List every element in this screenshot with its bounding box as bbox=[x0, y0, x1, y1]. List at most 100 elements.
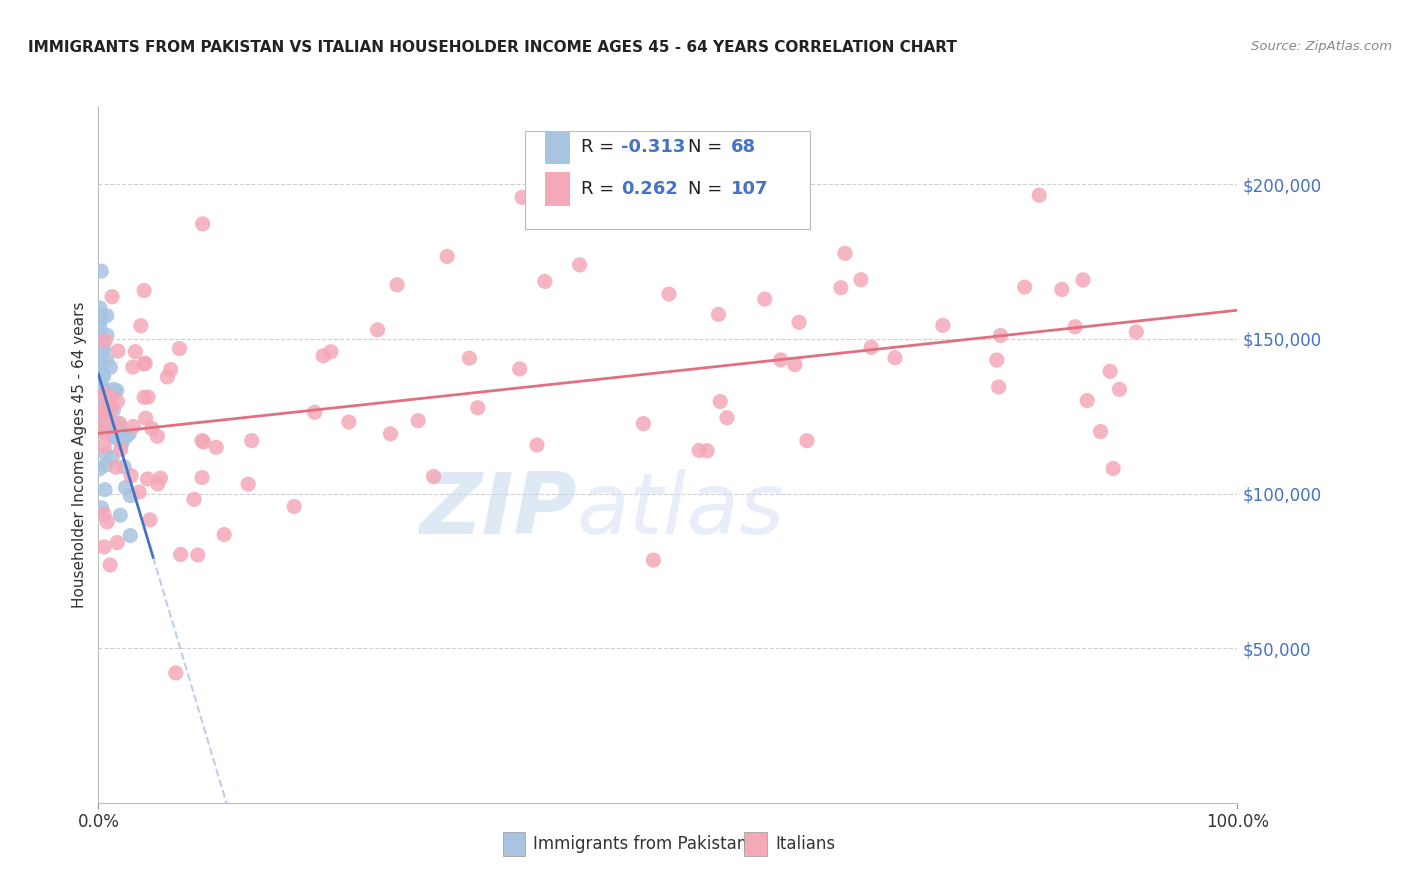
Point bbox=[987, 380, 1010, 394]
Point bbox=[796, 434, 818, 448]
Text: N =: N = bbox=[689, 180, 728, 198]
Point bbox=[91, 382, 114, 396]
Point bbox=[787, 315, 810, 329]
Text: ZIP: ZIP bbox=[419, 469, 576, 552]
Point bbox=[98, 414, 121, 428]
Point bbox=[89, 391, 111, 405]
Point bbox=[304, 405, 326, 419]
Point bbox=[1014, 280, 1036, 294]
Point bbox=[100, 401, 122, 415]
Point bbox=[124, 344, 146, 359]
Point bbox=[120, 468, 142, 483]
Point bbox=[89, 356, 111, 370]
Point bbox=[187, 548, 209, 562]
Point bbox=[754, 292, 776, 306]
FancyBboxPatch shape bbox=[526, 131, 810, 229]
Point bbox=[89, 379, 111, 393]
Point bbox=[90, 264, 112, 278]
FancyBboxPatch shape bbox=[744, 832, 766, 856]
Point bbox=[633, 417, 655, 431]
Text: R =: R = bbox=[581, 180, 620, 198]
Point bbox=[93, 402, 115, 417]
Point bbox=[769, 352, 792, 367]
Point bbox=[120, 528, 142, 542]
FancyBboxPatch shape bbox=[546, 131, 569, 164]
Point bbox=[89, 360, 111, 375]
Point bbox=[105, 535, 128, 549]
Point bbox=[107, 344, 129, 359]
Point bbox=[94, 458, 117, 473]
Point bbox=[90, 500, 112, 515]
Point bbox=[107, 394, 129, 409]
Point bbox=[707, 307, 730, 321]
Point bbox=[90, 313, 112, 327]
Point bbox=[103, 402, 125, 417]
Point bbox=[240, 434, 263, 448]
Point bbox=[165, 665, 187, 680]
Point bbox=[212, 527, 235, 541]
Point bbox=[94, 401, 117, 416]
Text: 0.262: 0.262 bbox=[621, 180, 678, 198]
Point bbox=[696, 443, 718, 458]
Text: Italians: Italians bbox=[775, 835, 835, 853]
Point bbox=[90, 380, 112, 394]
Point bbox=[110, 442, 132, 457]
Point bbox=[96, 353, 118, 368]
Point bbox=[111, 436, 134, 450]
Point bbox=[509, 362, 531, 376]
Point bbox=[97, 389, 120, 403]
Text: R =: R = bbox=[581, 138, 620, 156]
Point bbox=[534, 274, 557, 288]
Point bbox=[94, 446, 117, 460]
Point bbox=[1090, 425, 1112, 439]
Point bbox=[89, 371, 111, 385]
Point bbox=[380, 426, 402, 441]
Point bbox=[135, 411, 157, 425]
Point bbox=[105, 384, 128, 398]
Point bbox=[122, 419, 145, 434]
Point bbox=[93, 403, 115, 417]
Point bbox=[96, 418, 118, 433]
FancyBboxPatch shape bbox=[503, 832, 526, 856]
Point bbox=[1108, 383, 1130, 397]
Text: N =: N = bbox=[689, 138, 728, 156]
Point bbox=[94, 421, 117, 435]
Point bbox=[89, 349, 111, 363]
Point bbox=[193, 434, 215, 449]
Point bbox=[132, 357, 155, 371]
Point bbox=[94, 483, 117, 497]
Point bbox=[849, 273, 872, 287]
Point bbox=[709, 394, 731, 409]
Point bbox=[205, 440, 228, 454]
Point bbox=[112, 459, 135, 474]
Point bbox=[103, 430, 125, 444]
Point bbox=[114, 481, 136, 495]
Point bbox=[169, 342, 191, 356]
Point bbox=[783, 358, 806, 372]
Point bbox=[101, 290, 124, 304]
Point bbox=[367, 323, 389, 337]
Point bbox=[385, 277, 408, 292]
Y-axis label: Householder Income Ages 45 - 64 years: Householder Income Ages 45 - 64 years bbox=[72, 301, 87, 608]
Point bbox=[860, 340, 883, 354]
Point bbox=[90, 364, 112, 378]
Point bbox=[149, 471, 172, 485]
Point bbox=[93, 342, 115, 356]
Point bbox=[89, 328, 111, 343]
Point bbox=[1099, 364, 1122, 378]
Point bbox=[90, 404, 112, 418]
Point bbox=[1050, 282, 1073, 296]
Point bbox=[100, 391, 122, 405]
Point bbox=[96, 406, 118, 420]
Point bbox=[422, 469, 444, 483]
Point bbox=[93, 439, 115, 453]
Point bbox=[191, 434, 214, 448]
Point bbox=[105, 460, 128, 475]
Point bbox=[93, 415, 115, 429]
Point bbox=[990, 328, 1012, 343]
Point bbox=[90, 363, 112, 377]
Point bbox=[108, 417, 131, 432]
Point bbox=[93, 369, 115, 384]
Point bbox=[121, 359, 143, 374]
Point bbox=[191, 217, 214, 231]
